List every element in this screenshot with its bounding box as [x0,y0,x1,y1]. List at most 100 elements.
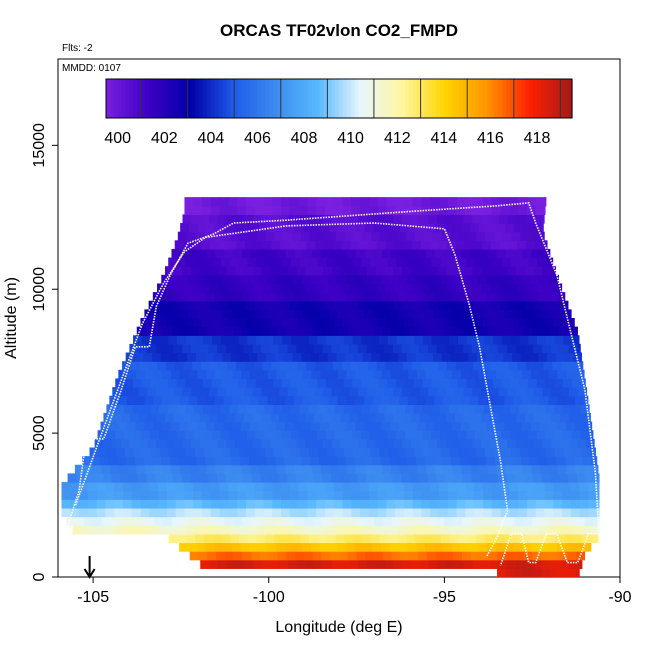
heatmap-cell [563,533,574,544]
heatmap-cell [372,542,382,552]
heatmap-cell [385,361,395,371]
heatmap-cell [519,257,529,267]
heatmap-cell [290,430,301,440]
heatmap-cell [583,369,585,380]
heatmap-cell [554,430,564,440]
heatmap-cell [387,404,397,414]
heatmap-cell [174,283,184,293]
heatmap-cell [277,326,287,336]
heatmap-cell [481,266,491,276]
heatmap-cell [217,343,227,354]
heatmap-cell [502,533,512,544]
heatmap-cell [123,404,134,414]
heatmap-cell [413,378,424,388]
heatmap-cell [435,326,445,336]
heatmap-cell [484,378,494,388]
heatmap-cell [470,248,480,259]
heatmap-cell [505,464,515,474]
heatmap-cell [393,412,403,423]
heatmap-cell [425,369,436,380]
heatmap-cell [574,542,584,552]
heatmap-cell [597,490,600,500]
heatmap-cell [361,533,372,544]
heatmap-cell [175,499,186,509]
colorbar-segment [121,79,127,118]
heatmap-cell [422,430,432,440]
heatmap-cell [520,525,530,535]
heatmap-cell [259,223,269,233]
heatmap-cell [439,197,449,207]
heatmap-cell [241,309,251,319]
heatmap-cell [377,318,387,328]
colorbar-segment [280,79,286,118]
heatmap-cell [321,551,331,561]
heatmap-cell [207,326,217,336]
heatmap-cell [565,395,576,405]
heatmap-cell [388,447,398,457]
heatmap-cell [510,430,520,440]
heatmap-cell [372,292,382,302]
heatmap-cell [455,283,465,293]
heatmap-cell [460,309,470,319]
heatmap-cell [581,525,592,535]
heatmap-cell [61,482,71,492]
heatmap-cell [448,378,459,388]
heatmap-cell [523,568,533,577]
heatmap-cell [244,361,255,371]
heatmap-cell [343,404,353,414]
heatmap-cell [131,490,142,500]
heatmap-cell [472,412,482,423]
heatmap-cell [329,369,339,380]
heatmap-cell [199,438,210,449]
heatmap-cell [341,300,352,310]
colorbar-segment [478,79,484,118]
heatmap-cell [406,352,417,362]
heatmap-cell [318,231,328,241]
heatmap-cell [291,231,302,241]
heatmap-cell [299,430,309,440]
heatmap-cell [132,430,143,440]
heatmap-cell [353,533,363,544]
heatmap-cell [101,464,111,474]
heatmap-cell [241,464,252,474]
heatmap-cell [166,499,177,509]
heatmap-cell [133,447,143,457]
heatmap-cell [233,516,243,526]
heatmap-cell [460,369,471,380]
heatmap-cell [464,240,474,250]
heatmap-cell [240,292,251,302]
heatmap-cell [428,438,438,449]
heatmap-cell [398,274,408,285]
heatmap-cell [372,309,383,319]
heatmap-cell [94,438,104,449]
heatmap-cell [259,248,269,259]
heatmap-cell [478,309,488,319]
heatmap-cell [530,421,541,431]
heatmap-cell [281,499,291,509]
heatmap-cell [253,283,264,293]
heatmap-cell [477,542,488,552]
heatmap-cell [292,456,303,466]
heatmap-cell [320,309,330,319]
heatmap-cell [498,412,508,423]
colorbar-segment [311,79,317,118]
heatmap-cell [474,507,484,518]
heatmap-cell [396,430,406,440]
heatmap-cell [272,197,282,207]
heatmap-cell [163,326,173,336]
heatmap-cell [261,387,271,397]
heatmap-cell [212,447,222,457]
heatmap-cell [491,507,502,518]
heatmap-cell [346,369,357,380]
plot-frame [57,58,621,578]
heatmap-cell [506,343,517,354]
heatmap-cell [178,274,189,285]
heatmap-cell [423,525,434,535]
heatmap-cell [402,412,412,423]
heatmap-cell [170,421,181,431]
heatmap-cell [425,292,435,302]
heatmap-cell [432,231,442,241]
heatmap-cell [369,378,380,388]
heatmap-cell [150,404,160,414]
heatmap-cell [231,542,242,552]
